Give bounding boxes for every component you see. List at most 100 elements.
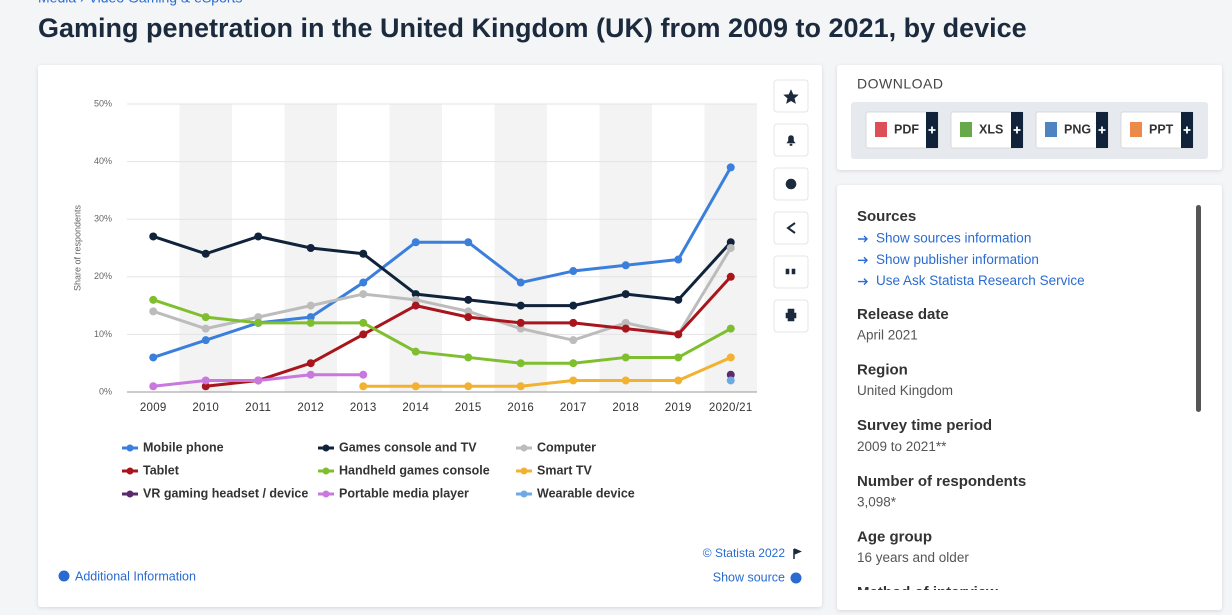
data-point[interactable] xyxy=(306,359,315,368)
data-point[interactable] xyxy=(359,318,368,327)
data-point[interactable] xyxy=(726,370,735,379)
data-point[interactable] xyxy=(149,307,158,316)
data-point[interactable] xyxy=(569,336,578,345)
data-point[interactable] xyxy=(674,255,683,264)
details-card xyxy=(837,185,1222,610)
data-point[interactable] xyxy=(464,353,473,362)
data-point[interactable] xyxy=(411,382,420,391)
data-point[interactable] xyxy=(411,238,420,247)
legend-label[interactable]: Wearable device xyxy=(537,486,635,500)
source-link[interactable]: Show sources information xyxy=(876,231,1031,246)
data-point[interactable] xyxy=(201,249,210,258)
tool-button[interactable] xyxy=(773,211,809,245)
data-point[interactable] xyxy=(359,330,368,339)
data-point[interactable] xyxy=(201,382,210,391)
download-label[interactable]: PPT xyxy=(1149,122,1174,136)
data-point[interactable] xyxy=(359,249,368,258)
download-label[interactable]: PNG xyxy=(1064,122,1091,136)
additional-info[interactable]: Additional Information xyxy=(75,569,196,583)
data-point[interactable] xyxy=(464,307,473,316)
data-point[interactable] xyxy=(621,290,630,299)
file-icon xyxy=(1130,122,1142,137)
credit[interactable]: © Statista 2022 xyxy=(703,546,786,560)
data-point[interactable] xyxy=(149,353,158,362)
legend-label[interactable]: Mobile phone xyxy=(143,440,224,454)
download-label[interactable]: PDF xyxy=(894,122,919,136)
data-point[interactable] xyxy=(726,244,735,252)
data-point[interactable] xyxy=(254,232,263,241)
data-point[interactable] xyxy=(306,318,315,327)
data-point[interactable] xyxy=(569,359,578,368)
data-point[interactable] xyxy=(201,376,210,385)
data-point[interactable] xyxy=(569,376,578,385)
data-point[interactable] xyxy=(464,238,473,247)
data-point[interactable] xyxy=(254,318,263,327)
data-point[interactable] xyxy=(306,313,315,322)
data-point[interactable] xyxy=(516,301,525,310)
data-point[interactable] xyxy=(254,376,263,385)
data-point[interactable] xyxy=(359,370,368,379)
data-point[interactable] xyxy=(306,244,315,252)
data-point[interactable] xyxy=(411,295,420,304)
breadcrumb[interactable]: Media › Video Gaming & eSports xyxy=(38,0,242,6)
data-point[interactable] xyxy=(569,318,578,327)
data-point[interactable] xyxy=(516,324,525,333)
data-point[interactable] xyxy=(621,261,630,270)
data-point[interactable] xyxy=(201,313,210,322)
data-point[interactable] xyxy=(726,376,735,385)
data-point[interactable] xyxy=(621,376,630,385)
source-link[interactable]: Use Ask Statista Research Service xyxy=(876,273,1085,288)
data-point[interactable] xyxy=(621,318,630,327)
data-point[interactable] xyxy=(254,313,263,322)
data-point[interactable] xyxy=(464,295,473,304)
data-point[interactable] xyxy=(201,336,210,345)
x-tick-label: 2016 xyxy=(507,402,534,414)
data-point[interactable] xyxy=(674,376,683,385)
data-point[interactable] xyxy=(569,267,578,276)
data-point[interactable] xyxy=(149,232,158,241)
legend-label[interactable]: Games console and TV xyxy=(339,440,477,454)
data-point[interactable] xyxy=(516,278,525,287)
data-point[interactable] xyxy=(726,163,735,172)
data-point[interactable] xyxy=(674,330,683,339)
data-point[interactable] xyxy=(674,353,683,362)
data-point[interactable] xyxy=(516,382,525,391)
data-point[interactable] xyxy=(359,290,368,299)
data-point[interactable] xyxy=(674,295,683,304)
data-point[interactable] xyxy=(201,324,210,333)
scrollbar[interactable] xyxy=(1196,205,1201,412)
legend-label[interactable]: Computer xyxy=(537,440,596,454)
legend-label[interactable]: Smart TV xyxy=(537,463,593,477)
data-point[interactable] xyxy=(516,359,525,368)
data-point[interactable] xyxy=(726,238,735,247)
data-point[interactable] xyxy=(411,347,420,356)
show-source[interactable]: Show source xyxy=(713,570,785,584)
download-label[interactable]: XLS xyxy=(979,122,1003,136)
data-point[interactable] xyxy=(464,313,473,322)
legend-label[interactable]: Portable media player xyxy=(339,486,469,500)
data-point[interactable] xyxy=(306,370,315,379)
y-tick-label: 0% xyxy=(99,386,112,396)
data-point[interactable] xyxy=(306,301,315,310)
legend-label[interactable]: VR gaming headset / device xyxy=(143,486,308,500)
legend-label[interactable]: Handheld games console xyxy=(339,463,490,477)
file-icon xyxy=(875,122,887,137)
source-link[interactable]: Show publisher information xyxy=(876,252,1039,267)
legend-label[interactable]: Tablet xyxy=(143,463,180,477)
data-point[interactable] xyxy=(411,290,420,299)
data-point[interactable] xyxy=(149,382,158,391)
data-point[interactable] xyxy=(726,353,735,362)
column-band xyxy=(599,104,652,392)
tool-button[interactable] xyxy=(773,255,809,289)
data-point[interactable] xyxy=(359,278,368,287)
data-point[interactable] xyxy=(149,295,158,304)
data-point[interactable] xyxy=(621,324,630,333)
data-point[interactable] xyxy=(621,353,630,362)
data-point[interactable] xyxy=(411,301,420,310)
data-point[interactable] xyxy=(726,272,735,281)
data-point[interactable] xyxy=(516,318,525,327)
data-point[interactable] xyxy=(464,382,473,391)
data-point[interactable] xyxy=(726,324,735,333)
data-point[interactable] xyxy=(569,301,578,310)
data-point[interactable] xyxy=(359,382,368,391)
